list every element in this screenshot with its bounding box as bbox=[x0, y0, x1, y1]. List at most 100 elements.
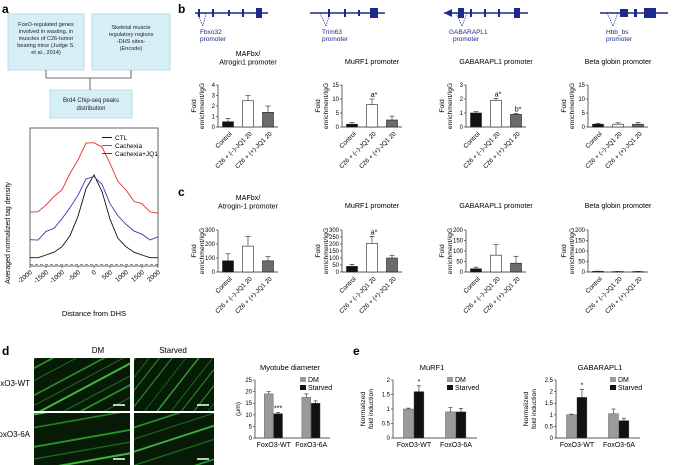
y-tick-label: 100 bbox=[453, 249, 464, 255]
bar bbox=[510, 262, 522, 273]
micrograph-col-dm: DM bbox=[92, 346, 105, 355]
micrograph-col-starved: Starved bbox=[159, 346, 187, 355]
static-layer: a b c d e FoxO-regulated genes involved … bbox=[0, 2, 668, 465]
y-tick-label: 0 bbox=[249, 436, 253, 442]
box-foxo-genes-text: FoxO-regulated genes involved in wasting… bbox=[17, 22, 75, 56]
chart-b3: GABARAPL1 promoter 0 1 2 3 Fold enrichment/IgG… bbox=[439, 57, 533, 170]
gene-name-hbb: Hbb_bs bbox=[606, 29, 629, 36]
y-tick-label: 2.5 bbox=[545, 378, 554, 384]
y-axis-label: (μm) bbox=[235, 402, 242, 416]
y-tick-label: 10 bbox=[332, 97, 339, 103]
y-tick-label: 2 bbox=[212, 104, 216, 110]
x-tick-label: C26 + (+)-JQ1 20 bbox=[604, 275, 644, 315]
x-tick-label: 0 bbox=[91, 269, 99, 277]
y-tick-label: 1 bbox=[550, 413, 554, 419]
x-tick-label: C26 + (+)-JQ1 20 bbox=[234, 130, 274, 170]
y-axis-label: Fold bbox=[561, 244, 568, 257]
y-tick-label: 200 bbox=[453, 228, 464, 234]
y-tick-label: 5 bbox=[582, 111, 586, 117]
chart-title: GABARAPL1 bbox=[578, 363, 623, 372]
series-line-cachexia bbox=[29, 142, 159, 214]
bar bbox=[262, 260, 274, 273]
legend-label: Starved bbox=[455, 385, 479, 392]
chart-a-profile: -2000-1500-1000 -500 0 500 1000 1500 2000 Dista… bbox=[5, 127, 162, 318]
gene-name-fbxo32: Fbxo32 bbox=[200, 29, 222, 36]
significance-label: b* bbox=[515, 106, 522, 113]
bar bbox=[510, 114, 522, 128]
y-tick-label: 4 bbox=[212, 83, 216, 89]
x-tick-label: C26 + (+)-JQ1 20 bbox=[604, 130, 644, 170]
chart-title: Beta globin promoter bbox=[585, 57, 652, 66]
panel-letter-b: b bbox=[178, 2, 185, 16]
legend-label: Cachexia+JQ1 bbox=[115, 151, 158, 158]
y-tick-label: 0 bbox=[582, 270, 586, 276]
legend-swatch bbox=[610, 385, 616, 390]
y-tick-label: 100 bbox=[575, 249, 586, 255]
y-tick-label: 0 bbox=[212, 270, 216, 276]
y-tick-label: 0 bbox=[460, 125, 464, 131]
x-axis-label: Distance from DHS bbox=[62, 309, 126, 318]
bar bbox=[618, 420, 630, 439]
chart-title: MuRF1 promoter bbox=[345, 201, 400, 210]
chart-title: MAFbx/ bbox=[236, 193, 261, 202]
y-tick-label: 1.5 bbox=[382, 393, 391, 399]
bar bbox=[612, 123, 624, 128]
y-axis-label: Normalized bbox=[523, 392, 530, 427]
chart-e2: GABARAPL1 0 0.5 1 1.5 2 2.5 Normalized fold indu… bbox=[523, 363, 642, 449]
y-axis-label: enrichment/IgG bbox=[199, 83, 206, 129]
x-tick-label: Control bbox=[462, 131, 481, 150]
bar bbox=[455, 411, 467, 439]
bar bbox=[222, 121, 234, 128]
y-axis-label: Fold bbox=[191, 99, 198, 112]
y-tick-label: 3 bbox=[212, 94, 216, 100]
chart-b1: MAFbx/Atrogin1 promoter 0 1 2 3 4 Fold enrichme… bbox=[191, 49, 278, 170]
y-tick-label: 0 bbox=[212, 125, 216, 131]
y-axis-label: enrichment/IgG bbox=[569, 83, 576, 129]
bar bbox=[576, 397, 588, 439]
x-tick-label: 1500 bbox=[130, 269, 146, 284]
x-tick-label: Control bbox=[584, 131, 603, 150]
y-tick-label: 5 bbox=[336, 111, 340, 117]
significance-label: a* bbox=[495, 91, 502, 98]
y-tick-label: 1 bbox=[460, 111, 464, 117]
y-tick-label: 100 bbox=[205, 256, 216, 262]
chart-e1: MuRF1 0 0.5 1 1.5 2 Normalized fold induction * F… bbox=[360, 363, 479, 449]
bar bbox=[470, 268, 482, 273]
y-tick-label: 15 bbox=[245, 401, 252, 407]
y-tick-label: 50 bbox=[456, 260, 463, 266]
micrograph-wt-starved bbox=[134, 358, 214, 411]
micrograph-6a-starved bbox=[134, 413, 214, 465]
bar bbox=[366, 104, 378, 128]
bar bbox=[592, 271, 604, 273]
panel-letter-d: d bbox=[2, 344, 9, 358]
y-tick-label: 3 bbox=[460, 83, 464, 89]
series-line-ctl bbox=[30, 173, 158, 259]
bar bbox=[311, 403, 321, 439]
box-bottom-line: distribution bbox=[76, 106, 105, 112]
y-axis-label: Averaged normalized tag density bbox=[5, 182, 12, 284]
box-left-line: involved in wasting, in bbox=[19, 29, 73, 35]
y-tick-label: 15 bbox=[332, 83, 339, 89]
box-left-line: muscles of C26-tumor bbox=[19, 36, 74, 42]
box-right-line: Skeletal muscle bbox=[111, 25, 150, 31]
y-axis-label: enrichment/IgG bbox=[447, 228, 454, 274]
y-axis-label: Fold bbox=[315, 244, 322, 257]
y-tick-label: 200 bbox=[575, 228, 586, 234]
legend-label: DM bbox=[618, 377, 629, 384]
chart-b2: MuRF1 promoter 0 5 10 15 Fold enrichment/IgG Co… bbox=[315, 57, 402, 170]
gene-promoter-trim63: promoter bbox=[322, 36, 349, 43]
chart-title: GABARAPL1 promoter bbox=[459, 201, 533, 210]
box-left-line: et al., 2014) bbox=[31, 50, 61, 56]
x-tick-label: Control bbox=[214, 276, 233, 295]
legend-label: DM bbox=[455, 377, 466, 384]
box-bottom-line: Brd4 Chip-seq peaks bbox=[63, 98, 119, 104]
bar bbox=[413, 391, 425, 439]
legend-swatch bbox=[447, 377, 453, 382]
y-tick-label: 20 bbox=[245, 390, 252, 396]
significance-label: a* bbox=[371, 229, 378, 236]
bar bbox=[632, 123, 644, 128]
y-tick-label: 150 bbox=[453, 239, 464, 245]
bar bbox=[490, 100, 502, 128]
chart-title: MuRF1 bbox=[420, 363, 445, 372]
bar bbox=[490, 254, 502, 273]
